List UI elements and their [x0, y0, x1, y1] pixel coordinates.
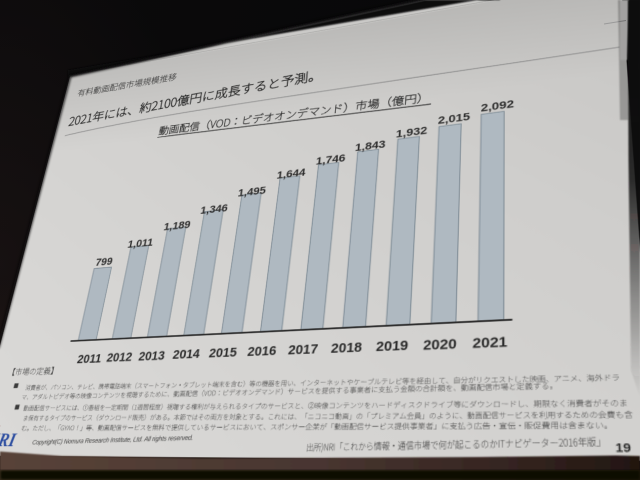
svg-text:2014: 2014: [172, 346, 202, 362]
svg-text:799: 799: [94, 254, 114, 268]
svg-text:2012: 2012: [105, 350, 133, 365]
svg-text:2011: 2011: [76, 351, 103, 366]
svg-text:19: 19: [615, 442, 632, 456]
svg-text:2016: 2016: [247, 343, 278, 359]
svg-text:1,011: 1,011: [127, 236, 155, 251]
svg-text:2,015: 2,015: [438, 110, 471, 127]
svg-text:2013: 2013: [137, 348, 166, 363]
svg-text:2015: 2015: [208, 344, 238, 360]
svg-text:2018: 2018: [330, 339, 363, 356]
svg-text:2021: 2021: [472, 333, 507, 351]
svg-text:2,092: 2,092: [481, 97, 515, 114]
svg-text:2020: 2020: [423, 335, 457, 353]
svg-text:2017: 2017: [287, 341, 319, 358]
svg-text:2019: 2019: [376, 337, 409, 354]
